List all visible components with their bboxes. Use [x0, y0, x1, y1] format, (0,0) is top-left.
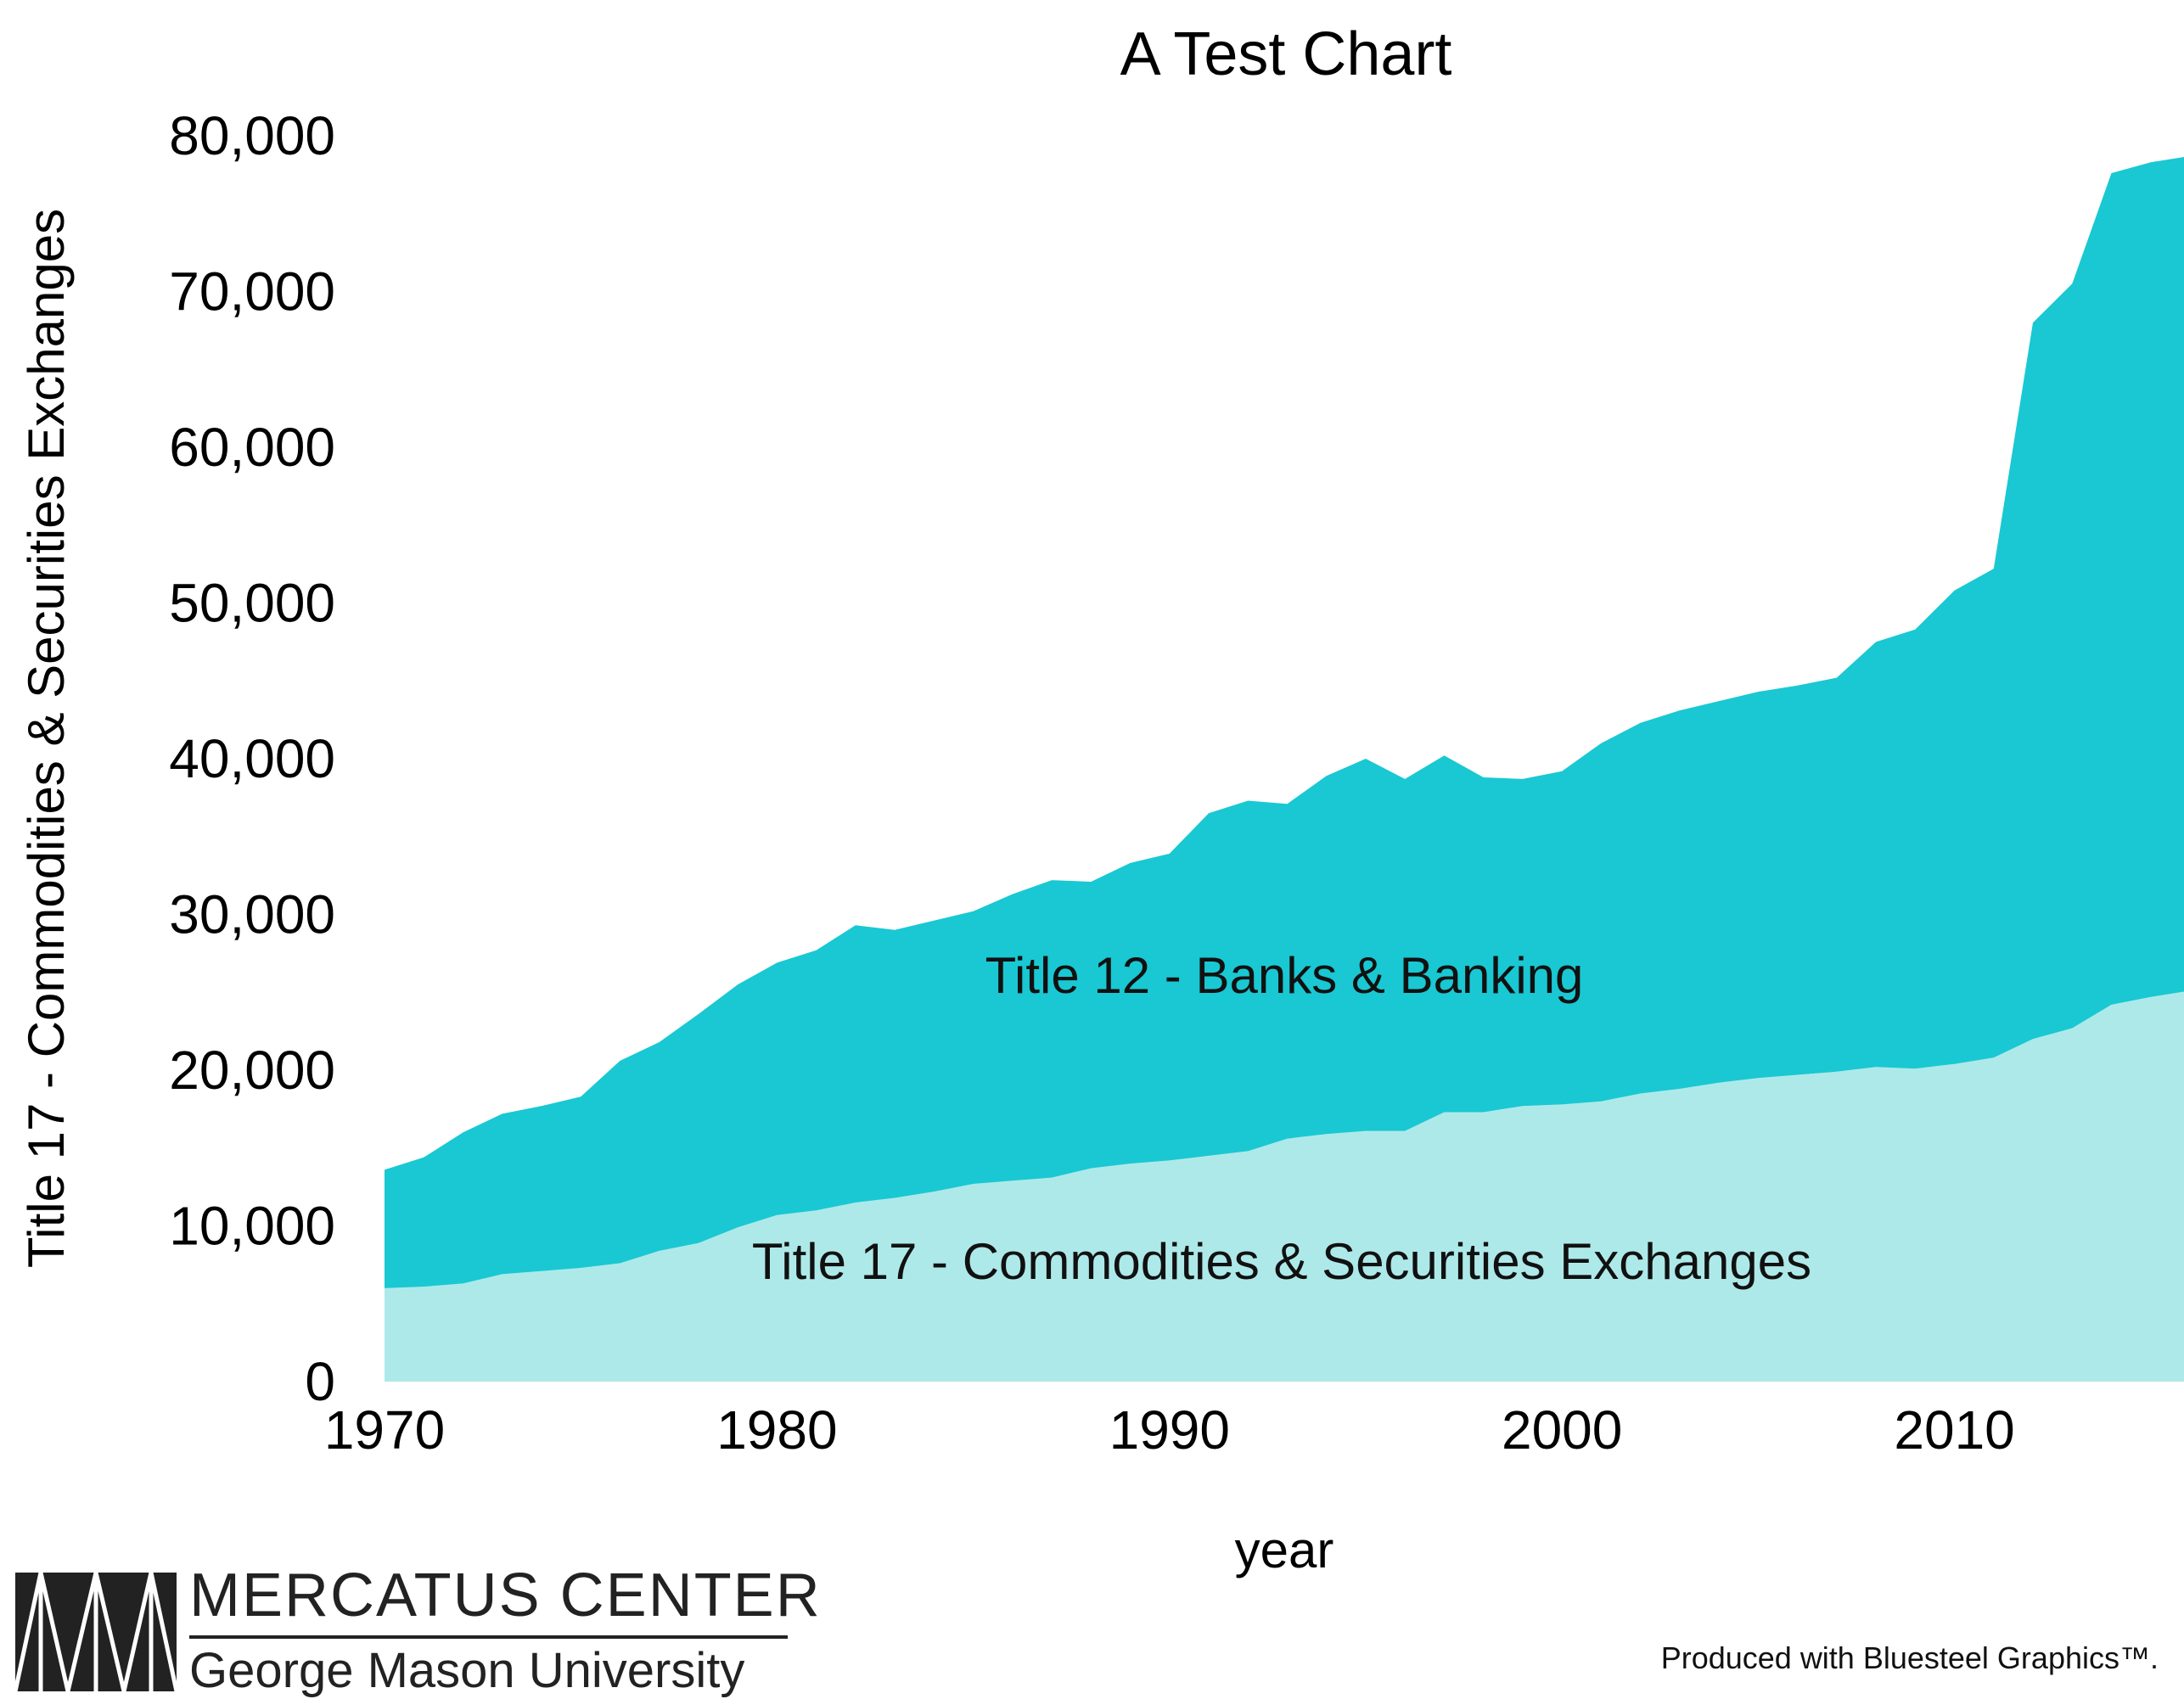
y-tick-label: 20,000 — [169, 1040, 335, 1101]
x-axis-ticks: 1970 1980 1990 2000 2010 — [324, 1399, 2015, 1461]
y-axis-ticks: 0 10,000 20,000 30,000 40,000 50,000 60,000 70,… — [169, 105, 335, 1412]
x-tick-label: 2010 — [1894, 1399, 2014, 1461]
y-tick-label: 70,000 — [169, 261, 335, 322]
y-tick-label: 80,000 — [169, 105, 335, 166]
y-tick-label: 60,000 — [169, 417, 335, 478]
y-tick-label: 30,000 — [169, 884, 335, 945]
area-series-1 — [385, 991, 2184, 1382]
mercatus-logo: MERCATUS CENTER George Mason University — [15, 1562, 820, 1698]
x-tick-label: 2000 — [1502, 1399, 1622, 1461]
logo-title: MERCATUS CENTER — [189, 1562, 822, 1629]
logo-subtitle: George Mason University — [189, 1643, 745, 1698]
series-label-2: Title 12 - Banks & Banking — [985, 947, 1584, 1004]
area-series-group — [385, 157, 2184, 1382]
y-tick-label: 50,000 — [169, 573, 335, 634]
area-series-2 — [385, 157, 2184, 1288]
y-tick-label: 10,000 — [169, 1196, 335, 1257]
x-axis-label: year — [1235, 1522, 1334, 1578]
chart-title: A Test Chart — [1120, 20, 1452, 88]
credit-text: Produced with Bluesteel Graphics™. — [1660, 1640, 2159, 1675]
x-tick-label: 1980 — [716, 1399, 837, 1461]
logo-divider — [189, 1635, 788, 1639]
x-tick-label: 1970 — [324, 1399, 445, 1461]
mercatus-logo-mark-icon — [15, 1573, 177, 1691]
x-tick-label: 1990 — [1109, 1399, 1230, 1461]
y-axis-label: Title 17 - Commodities & Securities Exch… — [18, 209, 75, 1268]
y-tick-label: 0 — [305, 1351, 335, 1412]
area-label-group: Title 17 - Commodities & Securities Exch… — [752, 947, 1811, 1290]
y-tick-label: 40,000 — [169, 728, 335, 789]
series-label-1: Title 17 - Commodities & Securities Exch… — [752, 1233, 1811, 1290]
